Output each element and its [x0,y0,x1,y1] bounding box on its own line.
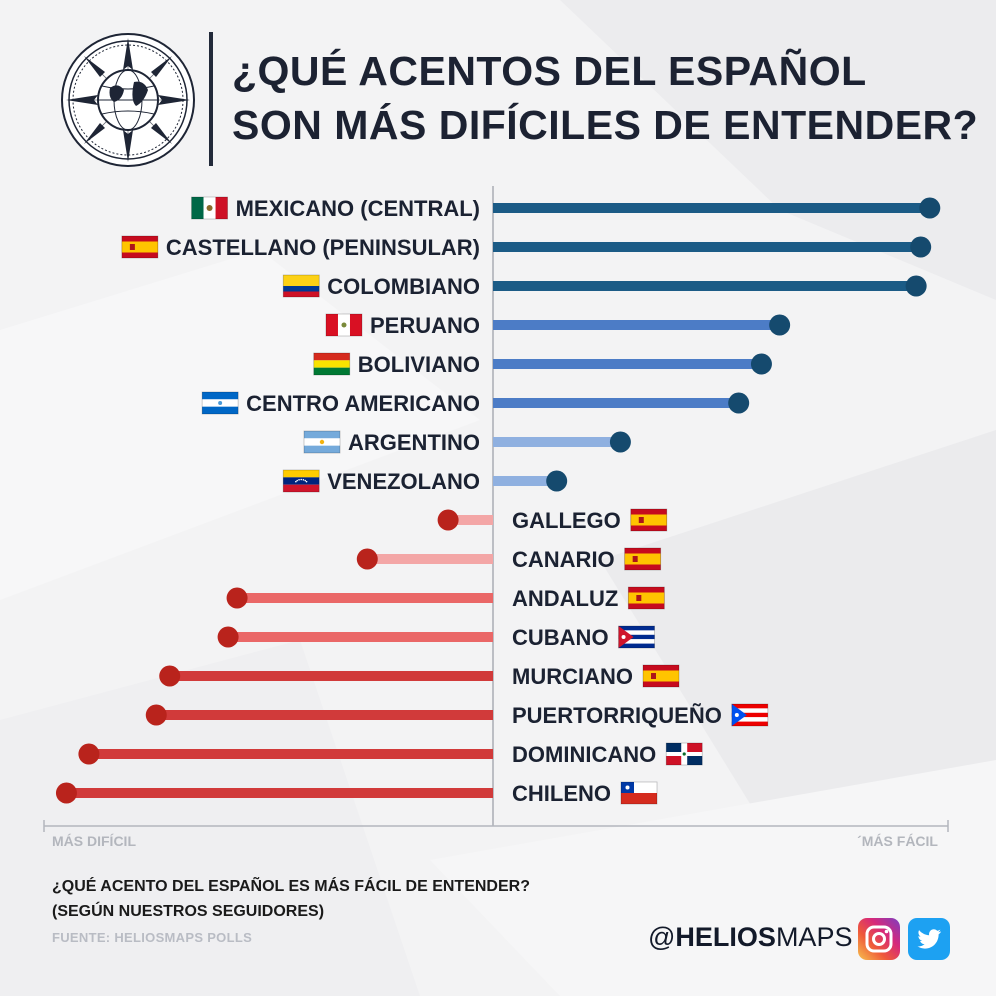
category-label-5: CENTRO AMERICANO [246,391,480,416]
category-label-8: GALLEGO [512,508,621,533]
flag-ve-icon [282,469,320,493]
category-label-12: MURCIANO [512,664,633,689]
category-label-11: CUBANO [512,625,609,650]
page-title-line-2: SON MÁS DIFÍCILES DE ENTENDER? [232,102,979,148]
category-label-1: CASTELLANO (PENINSULAR) [166,235,480,260]
flag-es-icon [630,508,668,532]
bar-dot-14 [78,743,100,765]
category-label-7: VENEZOLANO [327,469,480,494]
bar-dot-4 [750,353,772,375]
flag-ar-icon [303,430,341,454]
flag-bo-icon [313,352,351,376]
x-axis-label-right: ´MÁS FÁCIL [857,833,938,849]
bar-dot-13 [145,704,167,726]
flag-cl-icon [620,781,658,805]
bar-dot-2 [905,275,927,297]
compass-globe-icon [61,33,195,167]
bar-dot-5 [728,392,750,414]
flag-pr-icon [731,703,769,727]
bar-dot-1 [910,236,932,258]
handle-rest: MAPS [775,922,853,952]
footer-subtitle: (SEGÚN NUESTROS SEGUIDORES) [52,903,325,920]
flag-do-icon [665,742,703,766]
twitter-icon[interactable] [908,918,950,960]
category-label-0: MEXICANO (CENTRAL) [236,196,480,221]
bar-dot-0 [919,197,941,219]
category-label-4: BOLIVIANO [358,352,480,377]
category-label-14: DOMINICANO [512,742,656,767]
bar-dot-12 [159,665,181,687]
category-label-2: COLOMBIANO [327,274,480,299]
x-axis-label-left: MÁS DIFÍCIL [52,833,136,849]
lollipop-chart: MÁS DIFÍCIL ´MÁS FÁCIL MEXICANO (CENTRAL) C… [43,186,949,849]
bar-dot-7 [546,470,568,492]
flag-es-icon [624,547,662,571]
bar-dot-3 [769,314,791,336]
category-label-13: PUERTORRIQUEÑO [512,703,722,728]
flag-cu-icon [618,625,655,649]
title-divider [209,32,213,166]
brand-handle[interactable]: @HELIOSMAPS [648,922,852,953]
flag-es-icon [627,586,665,610]
instagram-icon[interactable] [858,918,900,960]
bar-dot-8 [437,509,459,531]
bar-dot-11 [217,626,239,648]
category-label-10: ANDALUZ [512,586,618,611]
bar-dot-9 [356,548,378,570]
flag-es-icon [642,664,680,688]
bar-dot-6 [609,431,631,453]
bar-dot-10 [226,587,248,609]
category-label-6: ARGENTINO [348,430,480,455]
flag-co-icon [282,274,320,298]
category-label-3: PERUANO [370,313,480,338]
category-label-9: CANARIO [512,547,615,572]
handle-bold: HELIOS [675,922,776,952]
flag-ni-icon [201,391,239,415]
source-note: FUENTE: HELIOSMAPS POLLS [52,930,253,945]
flag-pe-icon [325,313,363,337]
page-title-line-1: ¿QUÉ ACENTOS DEL ESPAÑOL [232,48,867,94]
handle-at: @ [648,922,676,952]
flag-es-icon [121,235,159,259]
flag-mx-icon [191,196,228,220]
bar-dot-15 [55,782,77,804]
footer-question: ¿QUÉ ACENTO DEL ESPAÑOL ES MÁS FÁCIL DE … [52,878,530,895]
category-label-15: CHILENO [512,781,611,806]
